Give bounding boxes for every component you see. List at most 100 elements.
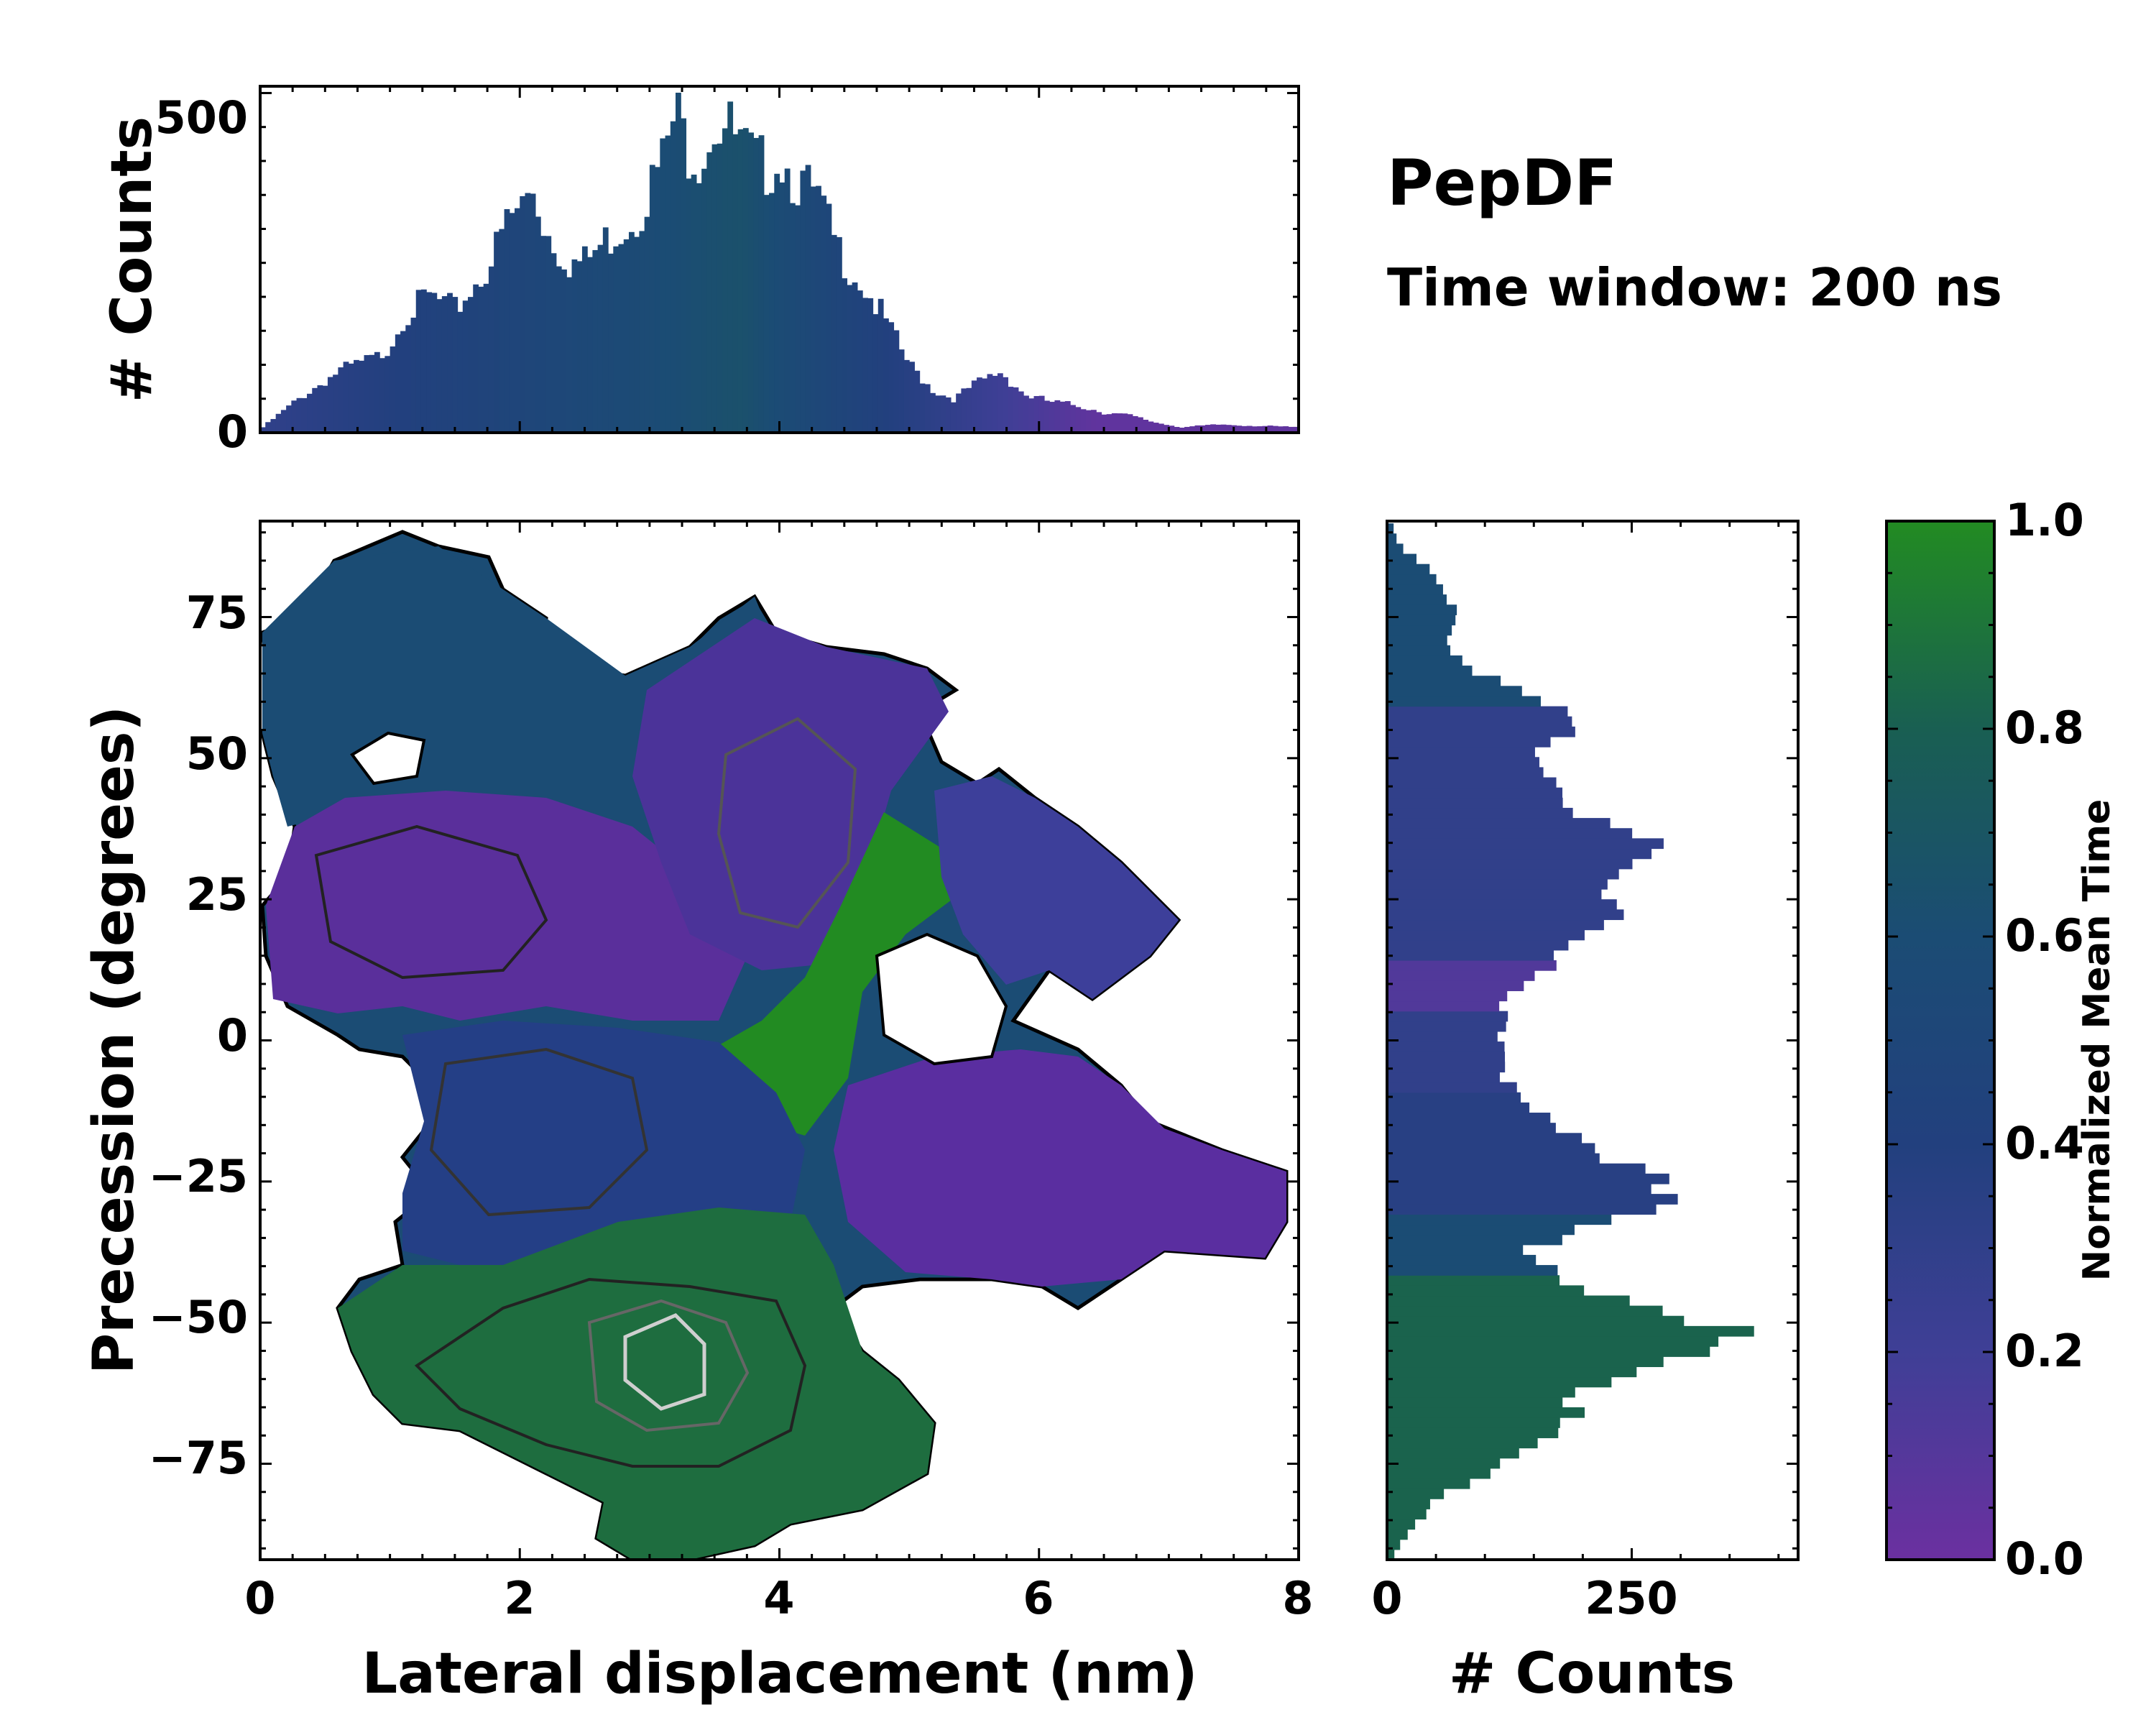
top-bar: [1028, 398, 1035, 433]
top-bar: [748, 132, 754, 433]
top-bar: [260, 427, 266, 433]
right-bar: [1387, 635, 1447, 646]
top-bar: [1153, 423, 1159, 433]
top-bar: [556, 266, 562, 433]
top-bar: [587, 257, 593, 433]
right-bar: [1387, 1438, 1538, 1449]
top-bar: [364, 355, 370, 433]
right-bar: [1387, 889, 1602, 900]
top-bar: [961, 388, 967, 433]
top-bar: [1257, 426, 1263, 433]
top-histogram-bars: [260, 92, 1299, 433]
top-bar: [571, 259, 578, 433]
top-bar: [805, 165, 811, 433]
top-bar: [639, 231, 645, 433]
right-bar: [1387, 645, 1451, 656]
top-bar: [665, 135, 671, 433]
top-bar: [1246, 426, 1253, 433]
top-bar: [737, 129, 744, 433]
top-bar: [966, 387, 972, 433]
top-bar: [758, 135, 765, 433]
right-bar: [1387, 1133, 1583, 1144]
top-bar: [1143, 419, 1149, 433]
region-green-bottom: [338, 1208, 934, 1560]
right-bar: [1387, 574, 1437, 585]
top-bar: [462, 300, 469, 433]
right-bar: [1387, 777, 1557, 788]
right-bar: [1387, 1163, 1646, 1174]
main-ytick-label-neg50: −50: [149, 1291, 248, 1343]
right-bar: [1387, 909, 1624, 921]
right-bar: [1387, 584, 1443, 595]
top-ytick-label-500: 500: [155, 91, 248, 144]
figure-subtitle: Time window: 200 ns: [1387, 257, 2002, 318]
top-bar: [509, 213, 515, 433]
top-bar: [317, 385, 323, 433]
top-bar: [327, 377, 333, 433]
top-bar: [956, 393, 962, 433]
colorbar-tick-label-0.8: 0.8: [2005, 702, 2084, 754]
right-bar: [1387, 1295, 1630, 1307]
right-bar: [1387, 1143, 1595, 1154]
top-bar: [727, 101, 734, 433]
top-bar: [431, 293, 438, 433]
right-bar: [1387, 1031, 1498, 1042]
right-bar: [1387, 615, 1456, 626]
main-ytick-label-neg25: −25: [149, 1150, 248, 1202]
right-bar: [1387, 736, 1551, 748]
top-bar: [1220, 424, 1227, 433]
region-purple-right-arm: [934, 776, 1179, 999]
right-bar: [1387, 767, 1544, 778]
right-bar: [1387, 797, 1563, 809]
top-bar: [753, 137, 760, 433]
top-bar: [354, 359, 359, 433]
colorbar-tick-label-0.4: 0.4: [2005, 1117, 2084, 1169]
top-bar: [473, 284, 479, 433]
right-bar: [1387, 1153, 1600, 1164]
top-bar: [763, 195, 770, 433]
top-bar: [1096, 412, 1102, 433]
top-bar: [540, 236, 546, 433]
right-bar: [1387, 949, 1554, 961]
right-bar: [1387, 1214, 1612, 1225]
top-bar: [1262, 426, 1268, 433]
figure-title: PepDF: [1387, 146, 1617, 220]
right-bar: [1387, 1427, 1559, 1438]
contour-center: [429, 1047, 649, 1217]
contour-outer: [414, 1277, 807, 1468]
top-bar: [681, 118, 687, 433]
top-bar: [810, 186, 816, 433]
contour-left: [314, 824, 548, 980]
main-xtick-label-4: 4: [763, 1572, 794, 1624]
top-bar: [275, 413, 282, 433]
right-bar: [1387, 726, 1575, 737]
right-bar: [1387, 919, 1604, 931]
top-bar: [291, 400, 298, 433]
right-histogram-frame: [1386, 520, 1800, 1561]
top-bar: [872, 314, 879, 433]
top-bar: [924, 384, 931, 433]
right-bar: [1387, 1275, 1560, 1286]
top-bar: [395, 334, 401, 433]
right-bar: [1387, 1123, 1556, 1133]
right-bar: [1387, 899, 1617, 910]
region-purple-left-band: [266, 791, 747, 1021]
top-bar: [581, 246, 588, 433]
top-bar: [696, 183, 702, 433]
top-bar: [410, 317, 417, 433]
right-bar: [1387, 1336, 1719, 1347]
top-bar: [779, 182, 786, 433]
main-xlabel: Lateral displacement (nm): [361, 1642, 1197, 1706]
top-bar: [982, 378, 988, 433]
main-ylabel: Precession (degrees): [82, 706, 147, 1374]
main-ytick-label-75: 75: [186, 586, 248, 639]
right-xtick-label-0: 0: [1371, 1572, 1402, 1624]
top-bar: [1117, 413, 1123, 433]
right-bar: [1387, 625, 1452, 636]
right-bar: [1387, 1183, 1651, 1195]
top-bar: [660, 138, 666, 433]
top-bar: [447, 293, 453, 433]
top-histogram: # Counts 0 500: [100, 85, 1300, 458]
right-bar: [1387, 1234, 1562, 1246]
top-bar: [691, 174, 697, 433]
